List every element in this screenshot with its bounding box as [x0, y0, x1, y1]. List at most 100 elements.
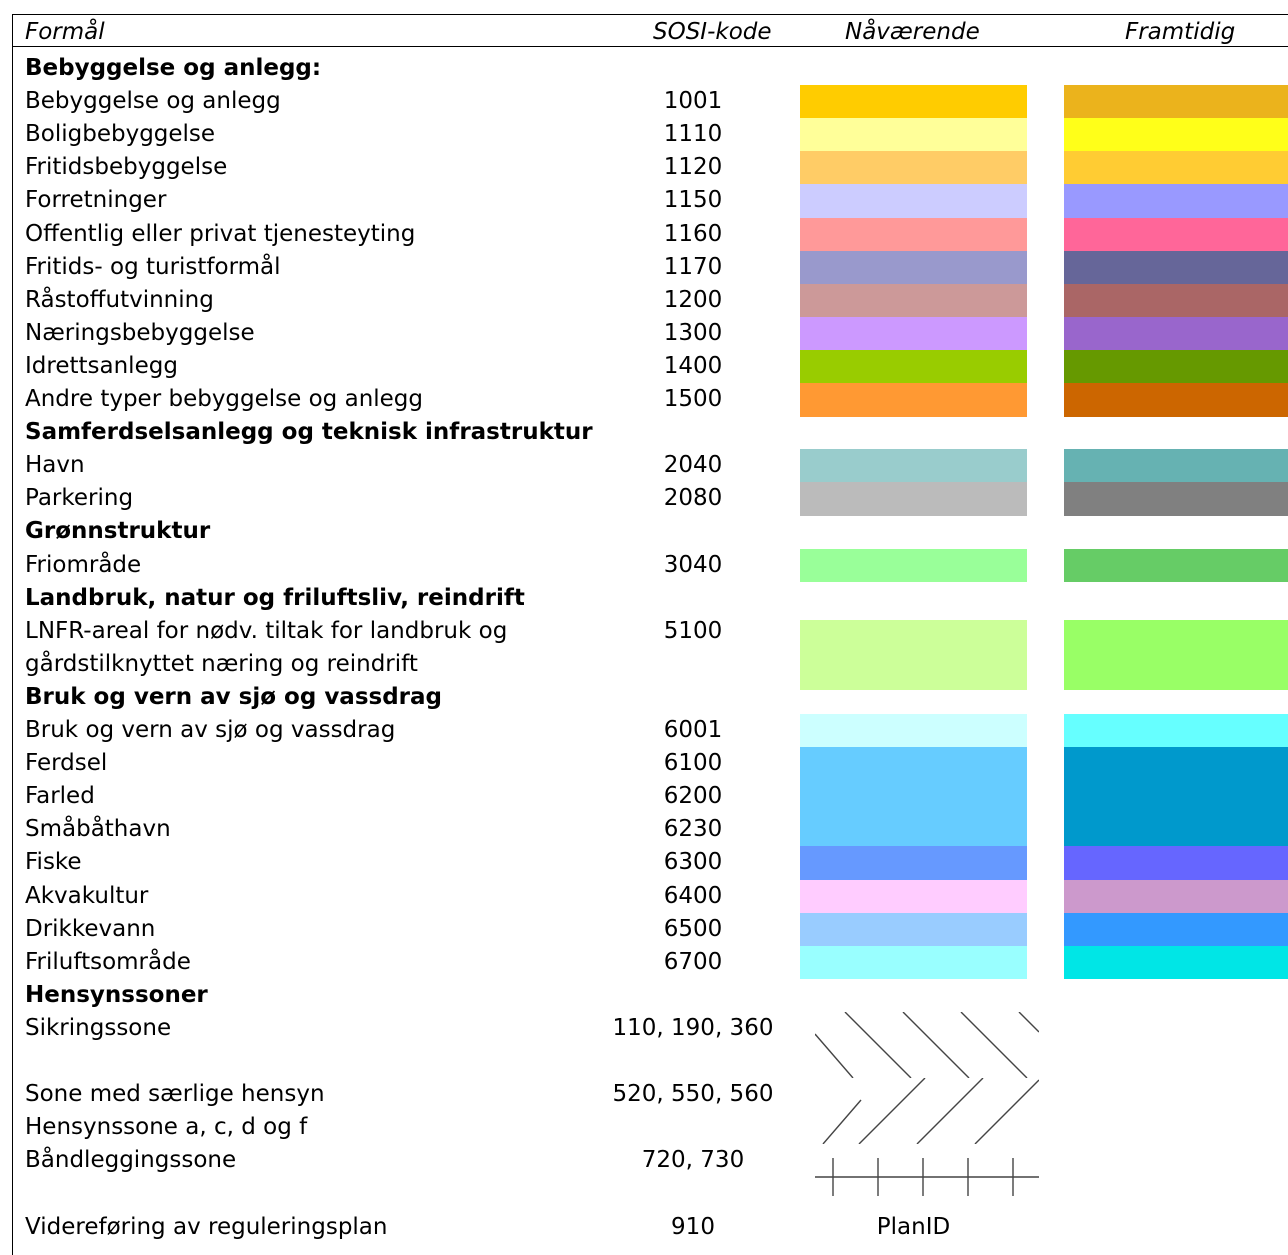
current-color-swatch: [800, 619, 1027, 690]
future-color-swatch: [1064, 85, 1288, 119]
legend-row: Friluftsområde 6700: [13, 945, 1288, 980]
sosi-code: 6200: [663, 783, 723, 810]
section-title: Landbruk, natur og friluftsliv, reindrif…: [25, 584, 525, 611]
sosi-code: 6230: [663, 816, 723, 843]
section-title: Hensynssoner: [25, 981, 208, 1008]
current-color-swatch: [800, 349, 1027, 384]
legend-row: Sone med særlige hensyn Hensynssone a, c,…: [13, 1077, 1288, 1145]
legend-row: Fritidsbebyggelse 1120: [13, 151, 1288, 185]
legend-row: Parkering 2080: [13, 482, 1288, 516]
sosi-code: 1150: [663, 187, 723, 214]
purpose-label: Friluftsområde: [25, 948, 191, 975]
purpose-label-line2: Hensynssone a, c, d og f: [25, 1114, 308, 1141]
purpose-label: Fritids- og turistformål: [25, 253, 281, 280]
purpose-label: Ferdsel: [25, 750, 108, 777]
current-color-swatch: [800, 85, 1027, 119]
legend-row: Råstoffutvinning 1200: [13, 283, 1288, 318]
purpose-label: Farled: [25, 783, 95, 810]
purpose-label: Båndleggingssone: [25, 1147, 237, 1174]
purpose-label: Offentlig eller privat tjenesteyting: [25, 220, 416, 247]
sosi-code: 520, 550, 560: [612, 1081, 774, 1108]
legend-row: LNFR-areal for nødv. tiltak for landbruk…: [13, 615, 1288, 690]
purpose-label: Drikkevann: [25, 915, 156, 942]
header-sosi-code: SOSI-kode: [653, 19, 772, 45]
header-future: Framtidig: [1125, 19, 1236, 45]
sosi-code: 6400: [663, 882, 723, 909]
current-color-swatch: [800, 945, 1027, 980]
purpose-label: Havn: [25, 452, 85, 479]
future-color-swatch: [1064, 714, 1288, 748]
section-title: Samferdselsanlegg og teknisk infrastrukt…: [25, 419, 593, 446]
current-color-swatch: [800, 383, 1027, 417]
legend-row: Båndleggingssone 720, 730: [13, 1144, 1288, 1210]
legend-row: Andre typer bebyggelse og anlegg 1500: [13, 383, 1288, 417]
future-color-swatch: [1064, 151, 1288, 185]
sosi-code: 720, 730: [641, 1147, 745, 1174]
cross-line-pattern: [815, 1144, 1039, 1216]
sosi-code: 2080: [663, 485, 723, 512]
current-color-swatch: [800, 747, 1027, 781]
section-heading-row: Samferdselsanlegg og teknisk infrastrukt…: [13, 416, 1288, 449]
future-color-swatch: [1064, 548, 1288, 583]
purpose-label: LNFR-areal for nødv. tiltak for landbruk…: [25, 617, 508, 644]
current-color-swatch: [800, 151, 1027, 185]
purpose-label: Næringsbebyggelse: [25, 319, 255, 346]
future-color-swatch: [1064, 813, 1288, 847]
legend-row: Fiske 6300: [13, 846, 1288, 880]
future-color-swatch: [1064, 482, 1288, 516]
purpose-label: Råstoffutvinning: [25, 286, 214, 313]
current-color-swatch: [800, 283, 1027, 318]
backslash-hatch-pattern: [814, 1011, 1040, 1084]
header-purpose: Formål: [25, 19, 105, 45]
section-title: Grønnstruktur: [25, 518, 211, 545]
legend-row: Offentlig eller privat tjenesteyting 1160: [13, 217, 1288, 252]
purpose-label: Boligbebyggelse: [25, 121, 216, 148]
legend-row: Næringsbebyggelse 1300: [13, 316, 1288, 351]
header-divider: [13, 46, 1288, 47]
current-color-swatch: [800, 217, 1027, 252]
future-color-swatch: [1064, 316, 1288, 351]
purpose-label: Friområde: [25, 551, 142, 578]
sosi-code: 1120: [663, 154, 723, 181]
legend-row: Friområde 3040: [13, 548, 1288, 583]
sosi-code: 910: [671, 1213, 715, 1240]
legend-row: Havn 2040: [13, 449, 1288, 483]
slash-hatch-pattern: [815, 1077, 1040, 1150]
sosi-code: 1160: [663, 220, 723, 247]
purpose-label: Videreføring av reguleringsplan: [25, 1213, 388, 1240]
purpose-label: Parkering: [25, 485, 134, 512]
legend-row: Idrettsanlegg 1400: [13, 349, 1288, 384]
purpose-label: Småbåthavn: [25, 816, 171, 843]
future-color-swatch: [1064, 747, 1288, 781]
future-color-swatch: [1064, 118, 1288, 152]
future-color-swatch: [1064, 383, 1288, 417]
legend-row: Bruk og vern av sjø og vassdrag 6001: [13, 714, 1288, 748]
future-color-swatch: [1064, 449, 1288, 483]
sosi-code: 1110: [663, 121, 723, 148]
legend-row: Sikringssone 110, 190, 360: [13, 1011, 1288, 1079]
future-color-swatch: [1064, 619, 1288, 690]
legend-row: Akvakultur 6400: [13, 879, 1288, 914]
legend-row: Forretninger 1150: [13, 184, 1288, 218]
current-color-swatch: [800, 780, 1027, 814]
current-color-swatch: [800, 482, 1027, 516]
section-heading-row: Bruk og vern av sjø og vassdrag: [13, 681, 1288, 714]
purpose-label: Andre typer bebyggelse og anlegg: [25, 386, 424, 412]
future-color-swatch: [1064, 780, 1288, 814]
future-color-swatch: [1064, 945, 1288, 980]
purpose-label: Akvakultur: [25, 882, 149, 909]
current-color-swatch: [800, 879, 1027, 914]
purpose-label: Idrettsanlegg: [25, 352, 178, 379]
legend-row: Bebyggelse og anlegg 1001: [13, 85, 1288, 119]
sosi-code: 1001: [663, 88, 723, 115]
future-color-swatch: [1064, 217, 1288, 252]
legend-row: Farled 6200: [13, 780, 1288, 814]
section-title: Bruk og vern av sjø og vassdrag: [25, 683, 442, 710]
legend-row: Småbåthavn 6230: [13, 813, 1288, 847]
legend-row: Drikkevann 6500: [13, 912, 1288, 947]
future-color-swatch: [1064, 250, 1288, 285]
plan-id-label: PlanID: [876, 1213, 951, 1240]
sosi-code: 1500: [663, 386, 723, 412]
legend-row: Videreføring av reguleringsplan 910 PlanID: [13, 1211, 1288, 1244]
purpose-label-line2: gårdstilknyttet næring og reindrift: [25, 650, 418, 677]
